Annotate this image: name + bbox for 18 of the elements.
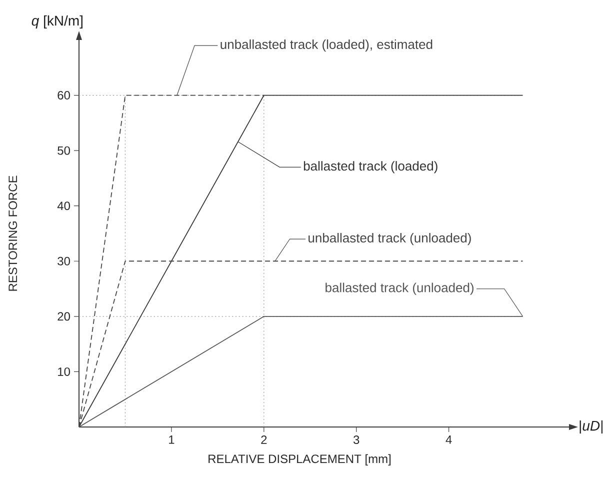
text: q [kN/m] (32, 15, 82, 28)
x-tick-label: 3 (353, 436, 360, 444)
y-tick-label: 60 (58, 91, 70, 100)
x-tick-label: 2 (261, 436, 267, 444)
y-axis-title: RESTORING FORCE (8, 176, 18, 291)
text: ballasted track (loaded) (304, 161, 438, 174)
text: |uD| (580, 420, 602, 434)
x-tick-label: 1 (169, 436, 174, 444)
series-label: ballasted track (unloaded) (326, 282, 474, 295)
y-tick-label: 10 (58, 367, 70, 376)
y-tick-label: 30 (58, 256, 70, 266)
x-axis-title: RELATIVE DISPLACEMENT [mm] (208, 454, 391, 466)
series-label: unballasted track (unloaded) (308, 232, 471, 246)
y-tick-label: 40 (57, 202, 70, 210)
y-tick-label: 50 (58, 146, 70, 155)
x-tick-label: 4 (446, 436, 452, 444)
y-tick-label: 20 (58, 312, 70, 321)
text: unballasted track (loaded), estimated (220, 39, 432, 52)
